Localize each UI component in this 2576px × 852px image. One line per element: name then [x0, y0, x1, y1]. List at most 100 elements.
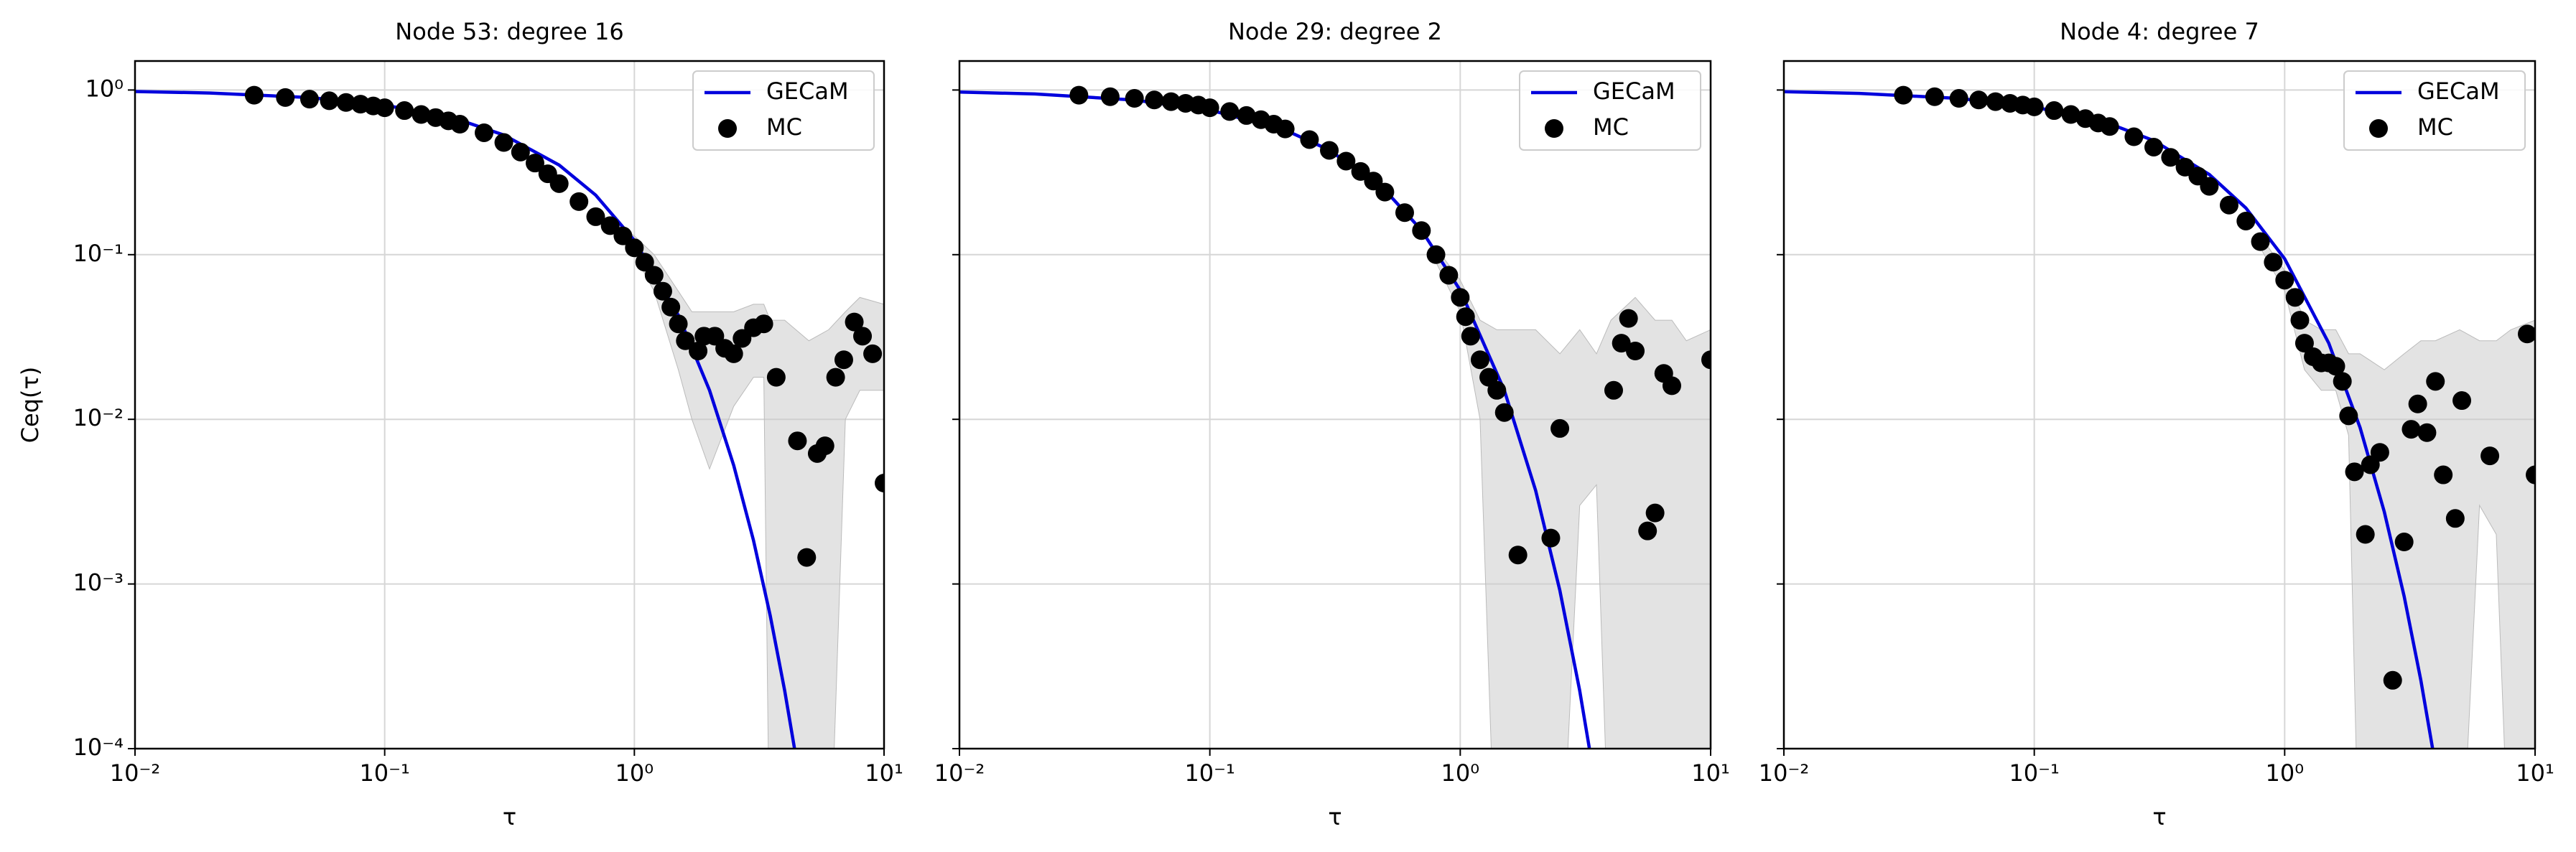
subplot: Node 53: degree 16 τ Ceq(τ) 10⁻² 10⁻¹ 10⁰ 10¹ 1…	[17, 18, 903, 830]
point	[1069, 85, 1089, 105]
point	[2219, 195, 2238, 215]
point	[511, 142, 530, 161]
point	[2024, 97, 2044, 116]
subplot-title: Node 4: degree 7	[2060, 18, 2259, 45]
point	[1375, 182, 1395, 202]
point	[1426, 245, 1446, 264]
point	[1439, 266, 1459, 285]
legend-box	[1519, 70, 1701, 151]
point	[2518, 324, 2535, 344]
point	[1612, 334, 1631, 353]
point	[834, 350, 853, 370]
point	[2124, 127, 2144, 146]
plot-area	[135, 85, 884, 749]
point	[2383, 670, 2402, 690]
legend: GECaM MC	[2343, 70, 2526, 151]
point	[2200, 177, 2219, 196]
point	[1145, 90, 1164, 110]
point	[2345, 462, 2364, 482]
point	[2356, 525, 2375, 544]
legend-label: MC	[1593, 113, 1629, 141]
point	[613, 226, 633, 245]
point	[300, 90, 320, 109]
point	[2401, 420, 2421, 439]
confidence-band	[1436, 246, 1711, 749]
point	[689, 342, 708, 361]
point	[875, 474, 884, 493]
point	[2236, 211, 2256, 230]
subplot: Node 29: degree 2 τ 10⁻² 10⁻¹ 10⁰ 10¹ GECaM MC	[934, 18, 1730, 830]
point	[1456, 307, 1475, 327]
point	[1412, 221, 1431, 240]
line	[1784, 90, 2435, 749]
point	[320, 91, 339, 111]
point	[2408, 394, 2427, 413]
legend-marker	[2369, 119, 2388, 138]
point	[2326, 357, 2345, 376]
point	[1451, 288, 1470, 307]
point	[2370, 443, 2389, 462]
x-tick-label: 10⁻²	[934, 759, 985, 787]
point	[1604, 380, 1623, 400]
x-tick-label: 10⁻²	[110, 759, 160, 787]
point	[1986, 92, 2005, 111]
point	[375, 98, 394, 118]
point	[2144, 137, 2164, 156]
point	[766, 368, 786, 387]
point	[653, 281, 672, 301]
point	[586, 207, 605, 226]
x-tick-label: 10¹	[1691, 759, 1730, 787]
legend-label: GECaM	[766, 78, 849, 105]
point	[1645, 503, 1665, 523]
point	[1461, 327, 1480, 346]
point	[826, 368, 845, 387]
point	[1395, 203, 1414, 223]
point	[2452, 391, 2472, 411]
confidence-band	[610, 220, 884, 749]
x-axis-label: τ	[503, 803, 516, 830]
point	[2061, 105, 2080, 124]
y-tick-label: 10⁻⁴	[73, 734, 124, 761]
legend-box	[2343, 70, 2526, 151]
point	[244, 85, 264, 105]
point	[788, 431, 807, 451]
point	[1626, 342, 1645, 361]
point	[276, 88, 295, 107]
x-tick-label: 10⁻¹	[1184, 759, 1234, 787]
point	[395, 101, 414, 121]
legend-label: MC	[2417, 113, 2453, 141]
point	[1508, 546, 1528, 565]
point	[815, 436, 834, 456]
point	[2426, 372, 2445, 391]
point	[494, 133, 513, 152]
point	[754, 314, 773, 334]
point	[2251, 232, 2270, 251]
y-tick-label: 10⁻³	[73, 569, 124, 596]
point	[1969, 90, 1989, 110]
point	[600, 216, 620, 235]
subplot-title: Node 53: degree 16	[395, 18, 623, 45]
point	[2290, 311, 2310, 330]
point	[1200, 98, 1219, 118]
point	[1300, 130, 1319, 149]
point	[1494, 403, 1514, 422]
point	[2417, 423, 2437, 442]
point	[1541, 528, 1561, 548]
point	[475, 123, 494, 142]
point	[450, 115, 470, 134]
subplot: Node 4: degree 7 τ 10⁻² 10⁻¹ 10⁰ 10¹ GECaM MC	[1759, 18, 2554, 830]
point	[1487, 380, 1507, 400]
point	[2285, 288, 2305, 307]
point	[1638, 521, 1657, 540]
legend: GECaM MC	[1519, 70, 1701, 151]
subplot-title: Node 29: degree 2	[1228, 18, 1442, 45]
x-tick-label: 10⁰	[1441, 759, 1480, 787]
plot-area	[1784, 85, 2535, 749]
point	[1237, 106, 1256, 125]
point	[863, 344, 883, 363]
x-tick-label: 10⁻²	[1759, 759, 1809, 787]
legend-label: MC	[766, 113, 802, 141]
point	[853, 327, 873, 346]
point	[1161, 92, 1181, 111]
